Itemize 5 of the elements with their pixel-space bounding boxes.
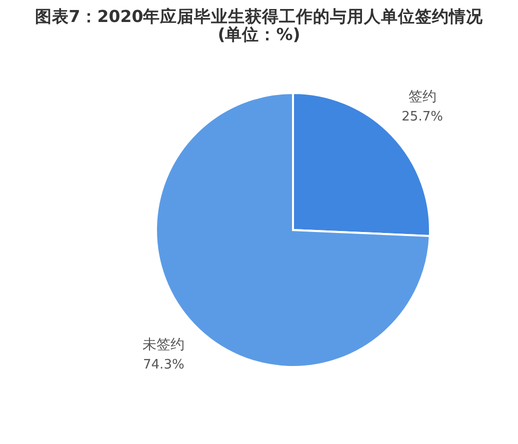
data-label: 25.7%: [402, 110, 443, 125]
slice-label: 签约: [408, 89, 436, 106]
data-label: 74.3%: [143, 357, 184, 372]
slice-label: 未签约: [142, 336, 185, 353]
chart-title: 图表7：2020年应届毕业生获得工作的与用人单位签约情况(单位：%): [34, 7, 484, 44]
